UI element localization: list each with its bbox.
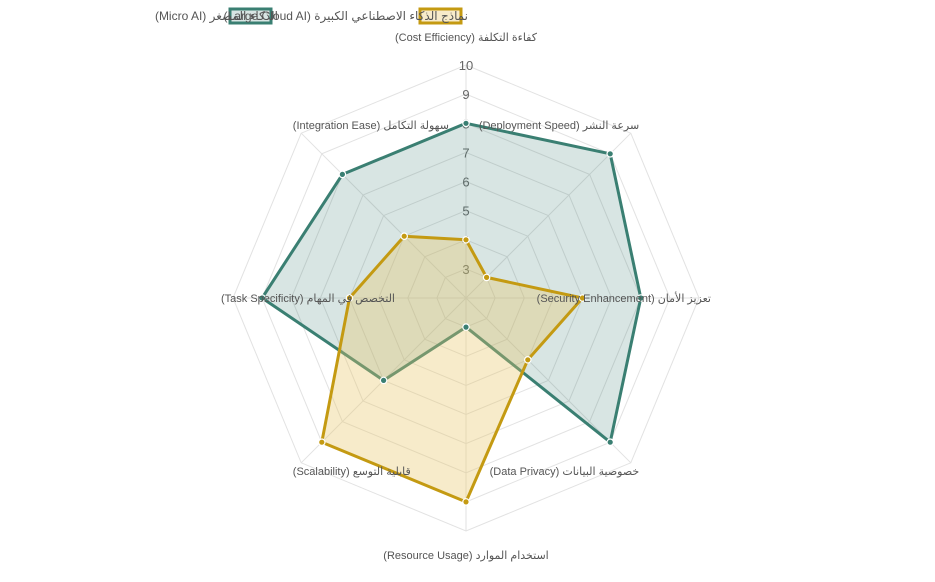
data-point[interactable] [578, 294, 587, 302]
radar-points [258, 119, 645, 506]
tick-label: 3 [462, 262, 469, 277]
tick-label: 6 [462, 175, 469, 190]
data-point[interactable] [462, 498, 470, 506]
data-point[interactable] [345, 294, 354, 302]
data-point[interactable] [258, 294, 266, 302]
data-point[interactable] [379, 376, 388, 385]
data-point[interactable] [400, 232, 409, 241]
data-point[interactable] [482, 273, 491, 282]
radar-grid [232, 64, 700, 532]
axis-label: التخصص في المهام (Task Specificity) [221, 293, 395, 305]
legend-label-large-cloud-ai: نماذج الذكاء الاصطناعي الكبيرة (Large Cl… [224, 9, 468, 24]
grid-spoke [465, 132, 632, 299]
tick-label: 5 [462, 204, 469, 219]
grid-spoke [300, 132, 467, 299]
legend: الذكاء المصغر (Micro AI) نماذج الذكاء ال… [155, 7, 468, 25]
data-point[interactable] [462, 119, 470, 128]
axis-label: سهولة التكامل (Integration Ease) [293, 120, 449, 132]
tick-label: 7 [462, 145, 469, 160]
legend-swatch-large-cloud-ai [418, 7, 463, 25]
data-point[interactable] [606, 438, 615, 447]
axis-label: سرعة النشر (Deployment Speed) [479, 120, 639, 132]
legend-item-large-cloud-ai[interactable]: نماذج الذكاء الاصطناعي الكبيرة (Large Cl… [224, 7, 468, 25]
data-point[interactable] [523, 355, 532, 364]
legend-label-micro-ai: الذكاء المصغر (Micro AI) [155, 9, 278, 24]
data-point[interactable] [338, 170, 347, 179]
tick-label: 10 [459, 58, 473, 73]
axis-label: تعزيز الأمان (Security Enhancement) [537, 291, 711, 305]
axis-label: قابلية التوسع (Scalability) [293, 466, 411, 478]
axis-label: خصوصية البيانات (Data Privacy) [490, 466, 640, 478]
data-point[interactable] [462, 323, 470, 331]
axis-label: استخدام الموارد (Resource Usage) [383, 550, 548, 562]
legend-item-micro-ai[interactable]: الذكاء المصغر (Micro AI) [155, 7, 278, 25]
data-point[interactable] [317, 438, 326, 447]
axis-label: كفاءة التكلفة (Cost Efficiency) [395, 32, 538, 44]
data-point[interactable] [462, 236, 470, 244]
tick-label: 9 [462, 87, 469, 102]
legend-swatch-micro-ai [228, 7, 273, 25]
axis-labels: كفاءة التكلفة (Cost Efficiency) سرعة النش… [221, 32, 711, 562]
data-point[interactable] [606, 150, 615, 158]
data-point[interactable] [636, 294, 645, 302]
